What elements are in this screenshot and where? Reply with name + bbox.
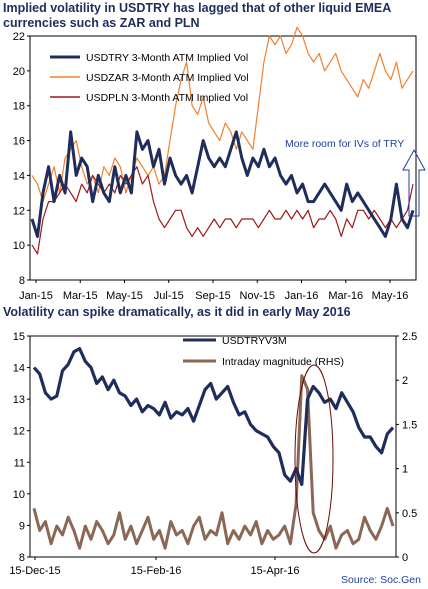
chart-2-y-tick: 12 (13, 426, 25, 438)
chart-1-y-tick: 18 (13, 101, 25, 113)
chart-1-plot-frame (29, 35, 417, 281)
chart-1-y-tick: 8 (19, 275, 25, 287)
chart-1-legend-label: USDTRY 3-Month ATM Implied Vol (86, 52, 248, 64)
chart-2-legend-label: Intraday magnitude (RHS) (222, 356, 344, 368)
chart-1-legend-label: USDZAR 3-Month ATM Implied Vol (86, 72, 249, 84)
chart-2-legend-label: USDTRYV3M (222, 335, 287, 347)
chart-1-up-arrow (402, 148, 426, 217)
chart-1-x-tick: Nov-15 (240, 290, 275, 302)
chart-1-x-tick: Jan-16 (285, 290, 319, 302)
chart-2-highlight-ellipse (294, 364, 334, 554)
chart-2-y-tick: 13 (13, 394, 25, 406)
chart-2-y2-tick: 1 (402, 464, 408, 476)
chart-1-x-tick: May-15 (106, 290, 143, 302)
chart-2-y2-tick: 0.5 (402, 508, 417, 520)
chart-1-y-tick: 16 (13, 136, 25, 148)
chart-2-x-tick: 15-Feb-16 (131, 565, 182, 577)
chart-1-y-tick: 12 (13, 205, 25, 217)
chart-2-source: Source: Soc.Gen (341, 574, 421, 586)
chart-1-series-line-0 (30, 130, 415, 238)
chart-1-x-tick: Mar-16 (328, 290, 363, 302)
chart-1-legend-label: USDPLN 3-Month ATM Implied Vol (86, 92, 248, 104)
chart-1-y-tick: 22 (13, 31, 25, 43)
chart-2-y-tick: 11 (14, 457, 25, 469)
chart-2-y-tick: 8 (19, 552, 25, 564)
chart-2-y-tick: 14 (13, 363, 25, 375)
chart-1-x-tick: May-16 (372, 290, 409, 302)
chart-2-series-line-rhs (32, 374, 395, 550)
chart-2-title: Volatility can spike dramatically, as it… (3, 305, 351, 319)
chart-1-y-tick: 14 (13, 170, 25, 182)
chart-2-series-line-lhs (32, 347, 395, 486)
chart-1-x-tick: Mar-15 (63, 290, 98, 302)
chart-1-y-tick: 10 (13, 240, 25, 252)
chart-1-series-line-2 (31, 166, 414, 255)
chart-1-x-tick: Sep-15 (195, 290, 230, 302)
chart-1-x-tick: Jan-15 (19, 290, 53, 302)
chart-1-annotation: More room for IVs of TRY (285, 138, 404, 150)
chart-2-y2-tick: 0 (402, 552, 408, 564)
chart-1-title: Implied volatility in USDTRY has lagged … (3, 1, 391, 30)
chart-2-x-tick: 15-Dec-15 (9, 565, 60, 577)
chart-1-y-tick: 20 (13, 66, 25, 78)
chart-1-x-tick: Jul-15 (154, 290, 184, 302)
chart-2-y2-tick: 2 (402, 375, 408, 387)
chart-2-y2-tick: 2.5 (402, 331, 417, 343)
chart-2-y-tick: 9 (19, 520, 25, 532)
chart-2-y2-tick: 1.5 (402, 419, 417, 431)
chart-2-y-tick: 15 (13, 331, 25, 343)
chart-2-x-tick: 15-Apr-16 (251, 565, 300, 577)
chart-2-y-tick: 10 (13, 489, 25, 501)
chart-1: 8 10 12 14 16 18 20 22 Jan-15 Mar-15 May-15 Jul-15 S… (13, 26, 426, 302)
chart-2-plot-frame (29, 335, 397, 558)
